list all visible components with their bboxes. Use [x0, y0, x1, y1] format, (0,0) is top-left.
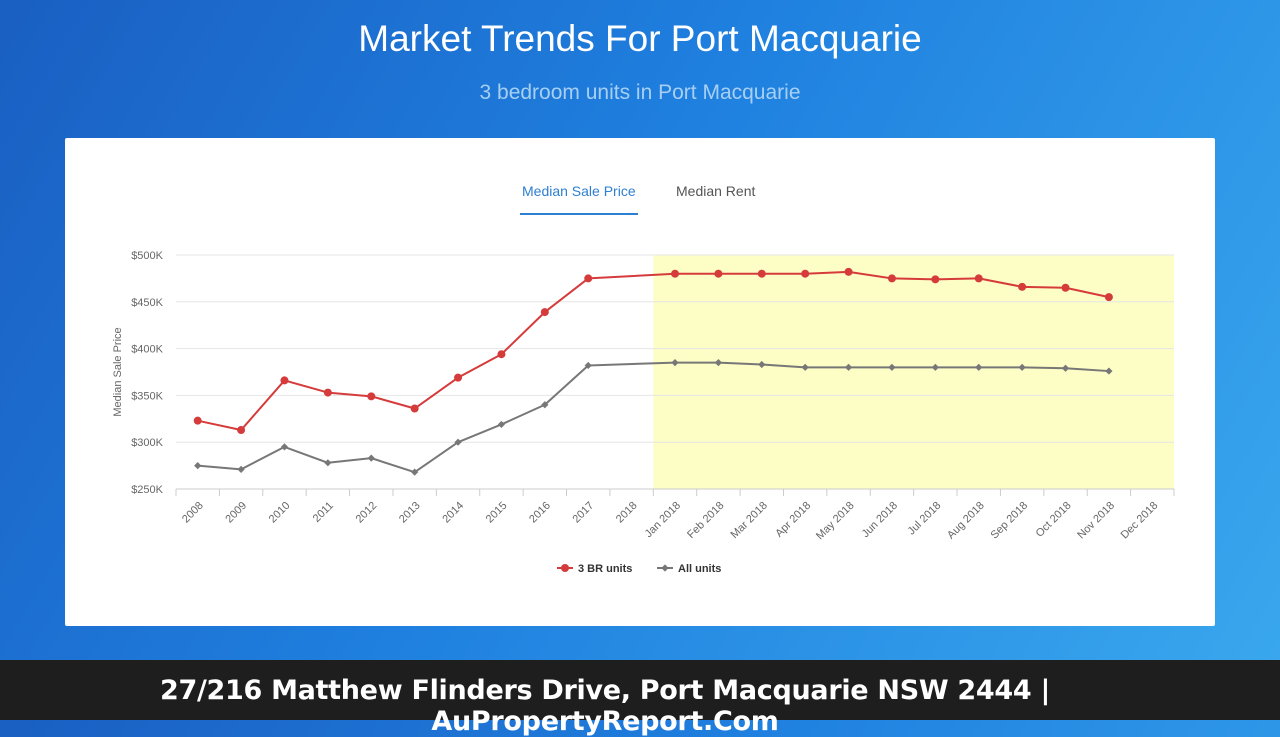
line-chart: $250K $300K $350K $400K $450K $500K 2008 2009 20…: [112, 250, 1175, 575]
point-all: [975, 363, 983, 371]
point-3br: [714, 269, 723, 278]
point-all: [324, 459, 332, 467]
x-tick-label: 2008: [180, 500, 206, 526]
x-tick-label: 2012: [354, 500, 380, 526]
x-tick-label: 2014: [440, 500, 466, 526]
point-3br: [1104, 293, 1113, 302]
footer-address: 27/216 Matthew Flinders Drive, Port Macq…: [159, 675, 1051, 737]
x-tick-label: Nov 2018: [1075, 500, 1117, 542]
point-all: [801, 363, 809, 371]
x-tick-label: 2013: [397, 500, 423, 526]
x-tick-label: 2015: [484, 500, 510, 526]
point-3br: [237, 426, 246, 435]
point-all: [888, 363, 896, 371]
point-3br: [367, 392, 376, 401]
point-3br: [323, 388, 332, 397]
point-all: [411, 468, 419, 476]
x-tick-label: Mar 2018: [729, 500, 770, 541]
x-tick-label: Jan 2018: [643, 500, 683, 540]
point-3br: [584, 274, 593, 283]
footer-bar: 27/216 Matthew Flinders Drive, Port Macq…: [0, 660, 1280, 737]
point-all: [584, 361, 592, 370]
x-tick-label: Sep 2018: [988, 500, 1030, 542]
point-3br: [671, 269, 679, 278]
point-all: [280, 443, 289, 451]
point-all: [541, 401, 549, 409]
y-tick-label: $350K: [131, 390, 163, 402]
y-axis-label: Median Sale Price: [112, 327, 124, 416]
point-3br: [801, 269, 810, 278]
x-tick-label: 2011: [311, 500, 336, 525]
point-3br: [410, 404, 419, 413]
point-all: [367, 454, 375, 462]
legend-label: All units: [678, 563, 721, 575]
point-all: [844, 363, 853, 371]
y-tick-label: $300K: [131, 437, 163, 449]
x-tick-label: Oct 2018: [1034, 500, 1074, 540]
x-tick-label: Jun 2018: [860, 500, 900, 540]
x-tick-label: Jul 2018: [906, 500, 944, 538]
legend-marker: [561, 564, 569, 572]
y-tick-label: $500K: [131, 250, 163, 262]
chart-card: Median Sale Price Median Rent $250K $300K…: [65, 138, 1215, 626]
page-subtitle: 3 bedroom units in Port Macquarie: [479, 81, 801, 104]
point-3br: [757, 269, 766, 278]
tab-median-rent[interactable]: Median Rent: [676, 183, 756, 199]
x-tick-label: 2009: [223, 500, 249, 526]
legend: 3 BR units All units: [557, 563, 721, 575]
point-all: [497, 420, 506, 429]
x-tick-label: 2018: [614, 500, 640, 526]
point-all: [931, 363, 939, 371]
y-tick-label: $250K: [131, 484, 163, 496]
point-3br: [497, 350, 506, 359]
point-3br: [1061, 283, 1070, 292]
point-all: [671, 359, 679, 367]
point-3br: [280, 376, 289, 385]
x-tick-label: Apr 2018: [773, 500, 813, 540]
point-3br: [931, 275, 940, 284]
point-all: [237, 465, 245, 473]
point-3br: [193, 416, 202, 425]
page-title: Market Trends For Port Macquarie: [358, 18, 922, 59]
point-all: [454, 438, 462, 446]
x-tick-label: Aug 2018: [945, 500, 987, 542]
x-tick-label: 2016: [527, 500, 553, 526]
point-3br: [974, 274, 983, 283]
legend-marker: [661, 564, 669, 572]
point-3br: [887, 274, 896, 283]
x-tick-label: 2017: [571, 500, 597, 526]
point-all: [1061, 364, 1070, 372]
highlight-band: [653, 255, 1174, 489]
x-tick-label: Dec 2018: [1119, 500, 1161, 542]
y-tick-label: $450K: [131, 297, 163, 309]
x-tick-label: May 2018: [814, 500, 857, 543]
point-all: [194, 462, 202, 470]
x-tick-label: 2010: [267, 500, 293, 526]
point-3br: [1018, 282, 1027, 291]
tab-median-sale-price[interactable]: Median Sale Price: [520, 183, 638, 215]
point-all: [714, 359, 722, 367]
x-tick-label: Feb 2018: [685, 500, 726, 541]
point-all: [1018, 363, 1026, 371]
point-3br: [844, 267, 853, 276]
point-3br: [454, 373, 463, 382]
point-3br: [540, 308, 549, 317]
legend-label: 3 BR units: [578, 563, 632, 575]
y-tick-label: $400K: [131, 344, 163, 356]
